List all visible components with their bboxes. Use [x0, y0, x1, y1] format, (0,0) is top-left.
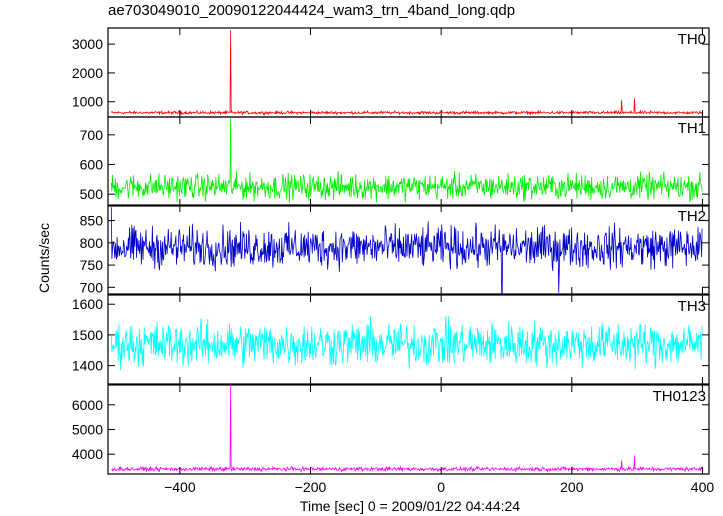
panel-label-th0123: TH0123 [653, 388, 706, 405]
series-line-th2 [110, 207, 703, 295]
panel-label-th0: TH0 [678, 31, 706, 48]
x-tick-label: −400 [164, 479, 196, 495]
series-line-th0123 [111, 386, 703, 474]
panel-frame-th0 [107, 27, 710, 118]
y-tick-label: 750 [80, 257, 104, 273]
y-tick-label: 2000 [72, 65, 103, 81]
y-tick-label: 4000 [72, 446, 103, 462]
x-tick-label: −200 [295, 479, 327, 495]
y-tick-label: 3000 [72, 36, 103, 52]
x-tick-label: 400 [691, 479, 715, 495]
x-tick-label: 0 [437, 479, 445, 495]
y-tick-label: 6000 [72, 397, 103, 413]
panel-frame-th0123 [107, 384, 710, 475]
y-tick-label: 1500 [72, 327, 103, 343]
y-tick-label: 800 [80, 235, 104, 251]
y-tick-label: 700 [80, 279, 104, 295]
panel-label-th3: TH3 [678, 298, 706, 315]
series-line-th3 [110, 315, 703, 371]
y-tick-label: 5000 [72, 422, 103, 438]
panel-frame-th2 [107, 204, 710, 295]
panel-label-th1: TH1 [678, 120, 706, 137]
panel-label-th2: TH2 [678, 208, 706, 225]
y-tick-label: 1000 [72, 94, 103, 110]
y-tick-label: 1600 [72, 296, 103, 312]
y-tick-label: 600 [80, 156, 104, 172]
y-tick-label: 700 [80, 127, 104, 143]
y-tick-label: 850 [80, 213, 104, 229]
x-tick-label: 200 [560, 479, 584, 495]
chart-title: ae703049010_20090122044424_wam3_trn_4ban… [108, 2, 516, 19]
series-line-th1 [110, 118, 703, 203]
y-tick-label: 1400 [72, 358, 103, 374]
y-tick-label: 500 [80, 186, 104, 202]
panel-frame-th1 [107, 116, 710, 207]
series-line-th0 [110, 30, 703, 116]
x-axis-label: Time [sec] 0 = 2009/01/22 04:44:24 [299, 498, 521, 514]
panel-frame-th3 [107, 294, 710, 385]
